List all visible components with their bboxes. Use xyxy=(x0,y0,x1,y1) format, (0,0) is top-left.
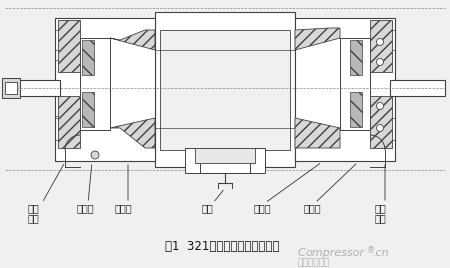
Polygon shape xyxy=(295,28,340,50)
Circle shape xyxy=(377,102,383,110)
Bar xyxy=(55,18,155,161)
Polygon shape xyxy=(110,30,155,50)
Bar xyxy=(80,38,110,130)
Text: 介质: 介质 xyxy=(28,213,40,223)
Text: 排凝: 排凝 xyxy=(202,203,214,213)
Text: 缓冲器: 缓冲器 xyxy=(304,203,322,213)
Bar xyxy=(58,96,80,148)
Circle shape xyxy=(377,58,383,65)
Bar xyxy=(58,20,80,72)
Text: 图1  321螺杆压缩机水平剖视图: 图1 321螺杆压缩机水平剖视图 xyxy=(165,240,279,253)
Text: .cn: .cn xyxy=(372,248,389,258)
Text: ®: ® xyxy=(367,246,375,255)
Bar xyxy=(155,12,295,167)
Bar xyxy=(390,80,445,96)
Text: 平衡腔: 平衡腔 xyxy=(115,203,133,213)
Circle shape xyxy=(377,39,383,46)
Text: 平衡腔: 平衡腔 xyxy=(254,203,272,213)
Bar xyxy=(5,82,17,94)
Polygon shape xyxy=(110,118,155,148)
Text: 介质: 介质 xyxy=(375,213,387,223)
Bar xyxy=(370,96,392,148)
Text: 中国压缩机网: 中国压缩机网 xyxy=(298,258,330,267)
Bar xyxy=(82,92,94,127)
Bar xyxy=(295,18,395,161)
Text: 密封: 密封 xyxy=(375,203,387,213)
Bar xyxy=(2,78,20,98)
Circle shape xyxy=(377,125,383,132)
Bar xyxy=(160,30,290,150)
Polygon shape xyxy=(295,118,340,148)
Bar xyxy=(195,148,255,163)
Bar xyxy=(350,92,362,127)
Bar xyxy=(370,20,392,72)
Bar xyxy=(185,148,265,173)
Text: ompressor: ompressor xyxy=(305,248,364,258)
Text: 缓冲器: 缓冲器 xyxy=(77,203,94,213)
Bar xyxy=(340,38,370,130)
Circle shape xyxy=(91,151,99,159)
Bar xyxy=(350,40,362,75)
Bar xyxy=(5,80,60,96)
Bar xyxy=(82,40,94,75)
Text: 密封: 密封 xyxy=(28,203,40,213)
Text: C: C xyxy=(298,248,306,258)
